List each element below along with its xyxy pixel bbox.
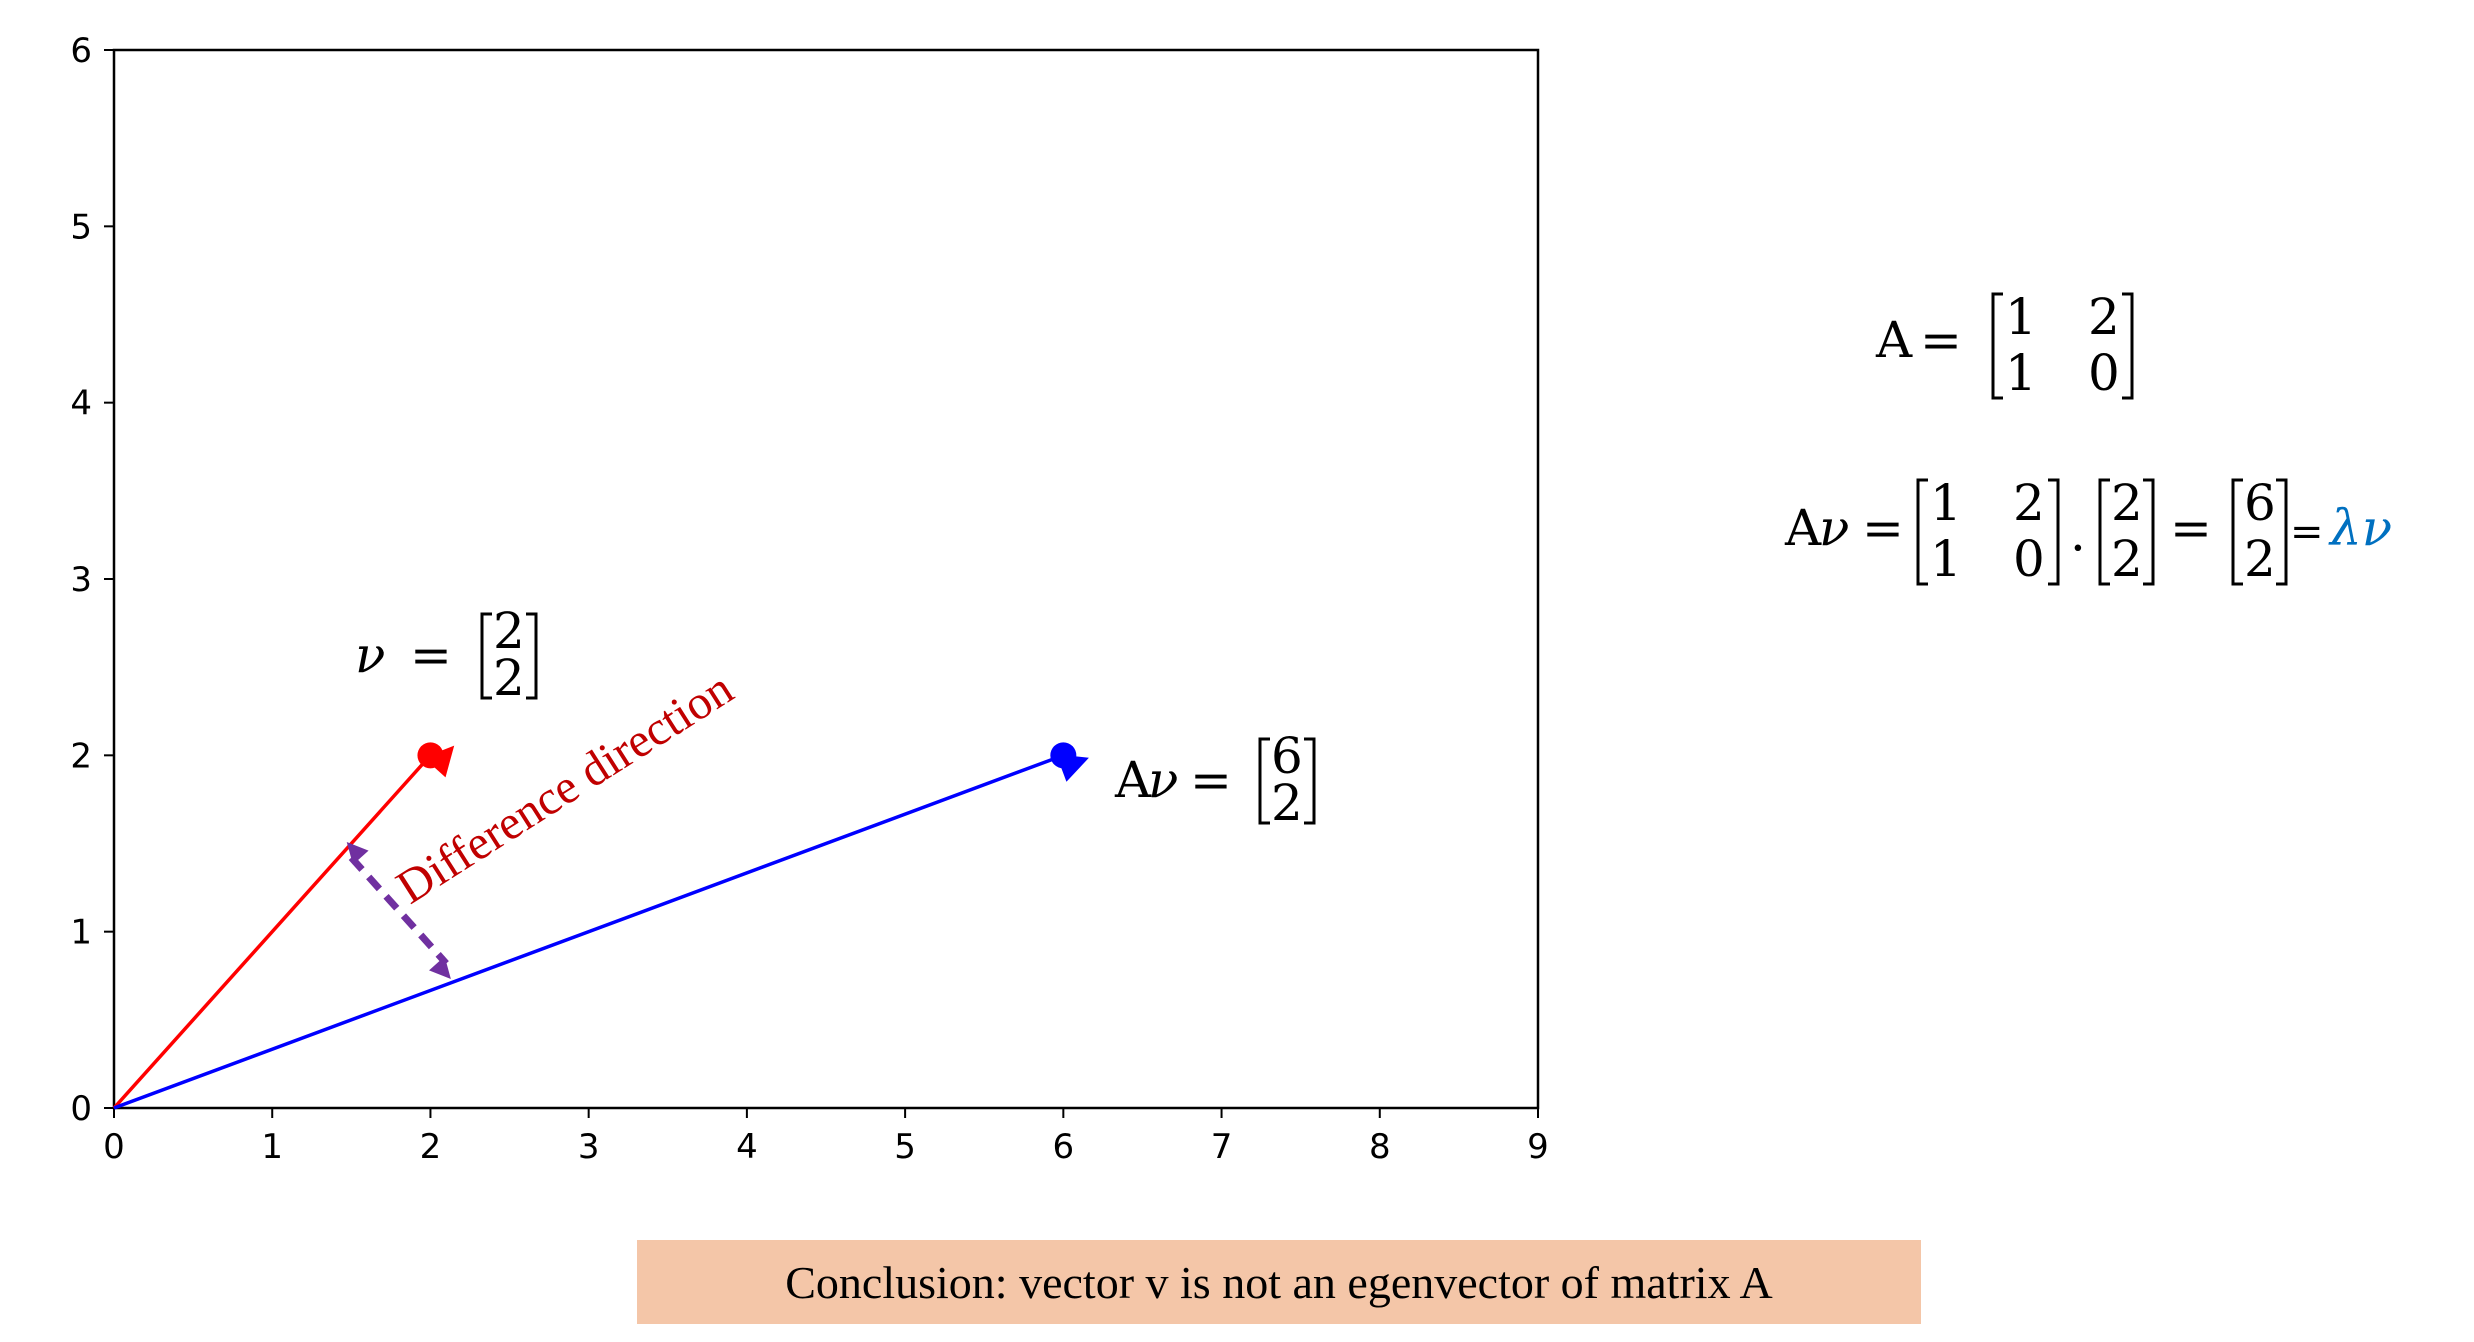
y-tick-label: 0 — [70, 1089, 92, 1129]
x-tick-label: 2 — [420, 1127, 442, 1167]
matrix-a-formula: A = 1 2 1 0 — [1875, 288, 2134, 402]
x-axis-ticks: 0 1 2 3 4 5 6 7 8 9 — [103, 1108, 1549, 1167]
matrix-a-r1c1: 1 — [2005, 288, 2037, 346]
product-equals: = — [1862, 499, 1904, 557]
matrix-a-equals: = — [1920, 311, 1962, 369]
vector-v-equals: = — [410, 626, 452, 684]
matrix-a-r1c2: 2 — [2088, 288, 2120, 346]
x-tick-label: 1 — [261, 1127, 283, 1167]
bracket-left — [2098, 478, 2110, 586]
product-lhs-a: A — [1784, 499, 1822, 557]
product-equals-2: = — [2170, 499, 2212, 557]
y-tick-label: 4 — [70, 384, 92, 424]
conclusion-banner: Conclusion: vector v is not an egenvecto… — [637, 1240, 1921, 1324]
bracket-left — [1258, 737, 1270, 825]
vector-v-arrow — [112, 745, 455, 1110]
bracket-right — [2276, 478, 2288, 586]
bracket-left — [2231, 478, 2243, 586]
y-axis-ticks: 0 1 2 3 4 5 6 — [70, 31, 114, 1129]
matrix-a-r2c2: 0 — [2088, 344, 2120, 402]
bracket-right — [2143, 478, 2155, 586]
difference-direction-label: Difference direction — [387, 662, 742, 915]
vector-tip-point — [417, 742, 444, 769]
product-formula: A ν = 1 2 1 0 · 2 2 = 6 2 = λν — [1784, 474, 2392, 588]
x-tick-label: 5 — [894, 1127, 916, 1167]
product-vec-v-1: 2 — [2111, 474, 2143, 532]
av-label-equals: = — [1190, 751, 1232, 809]
bracket-right — [1304, 737, 1316, 825]
product-vec-v-2: 2 — [2111, 530, 2143, 588]
matrix-a-r2c1: 1 — [2005, 344, 2037, 402]
product-result-2: 2 — [2244, 530, 2276, 588]
product-matrix-r1c2: 2 — [2013, 474, 2045, 532]
vector-v-label: ν = 2 2 — [355, 602, 538, 707]
y-tick-label: 1 — [70, 913, 92, 953]
x-tick-label: 4 — [736, 1127, 758, 1167]
conclusion-text: Conclusion: vector v is not an egenvecto… — [785, 1256, 1773, 1308]
av-entry-1: 6 — [1271, 727, 1303, 785]
bracket-right — [2122, 292, 2134, 400]
bracket-left — [1991, 292, 2003, 400]
x-tick-label: 9 — [1527, 1127, 1549, 1167]
av-label-a: A — [1114, 751, 1152, 809]
product-equals-3: = — [2290, 509, 2324, 555]
y-tick-label: 2 — [70, 736, 92, 776]
y-tick-label: 6 — [70, 31, 92, 71]
vector-v-entry-1: 2 — [493, 602, 525, 660]
av-label-v: ν — [1148, 751, 1178, 809]
product-matrix-r1c1: 1 — [1930, 474, 1962, 532]
x-tick-label: 8 — [1369, 1127, 1391, 1167]
x-tick-label: 0 — [103, 1127, 125, 1167]
bracket-right — [526, 612, 538, 700]
product-matrix-r2c2: 0 — [2013, 530, 2045, 588]
product-result-1: 6 — [2244, 474, 2276, 532]
product-lhs-v: ν — [1819, 499, 1849, 557]
product-matrix-r2c1: 1 — [1930, 530, 1962, 588]
vector-v-symbol: ν — [355, 626, 385, 684]
bracket-left — [1916, 478, 1928, 586]
bracket-left — [480, 612, 492, 700]
x-tick-label: 6 — [1053, 1127, 1075, 1167]
av-entry-2: 2 — [1271, 774, 1303, 832]
x-tick-label: 3 — [578, 1127, 600, 1167]
bracket-right — [2048, 478, 2060, 586]
plot-frame — [112, 48, 1540, 1110]
vector-tip-point — [1050, 742, 1077, 769]
vector-av-label: A ν = 6 2 — [1114, 727, 1316, 832]
vector-v-entry-2: 2 — [493, 649, 525, 707]
product-lambda-v: λν — [2328, 499, 2392, 557]
product-dot: · — [2070, 519, 2086, 577]
difference-direction-arrow — [346, 841, 451, 980]
vector-av-arrow — [113, 753, 1089, 1110]
chart-marks — [112, 742, 1089, 1110]
y-tick-label: 5 — [70, 207, 92, 247]
y-tick-label: 3 — [70, 560, 92, 600]
matrix-a-name: A — [1875, 311, 1913, 369]
x-tick-label: 7 — [1211, 1127, 1233, 1167]
